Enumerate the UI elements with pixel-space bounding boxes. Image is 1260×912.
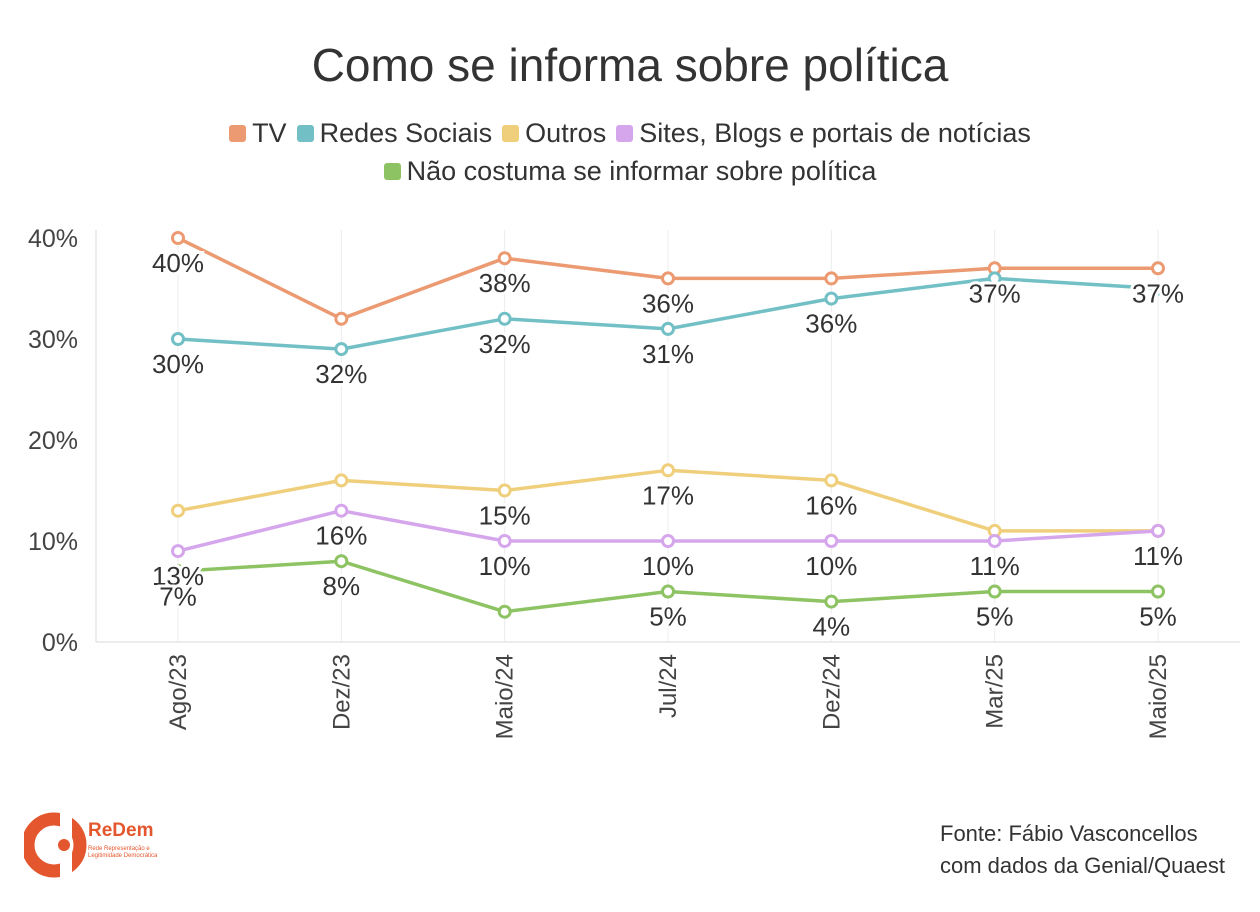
y-tick-label: 40% bbox=[28, 225, 78, 253]
legend-label-sites-blogs: Sites, Blogs e portais de notícias bbox=[639, 118, 1031, 148]
series-point-4 bbox=[334, 554, 349, 569]
data-label: 30% bbox=[152, 349, 204, 379]
data-label: 7% bbox=[159, 581, 197, 611]
x-tick-label: Ago/23 bbox=[165, 654, 192, 730]
legend-swatch-sites-blogs bbox=[616, 125, 634, 142]
series-point-3 bbox=[334, 503, 349, 518]
legend-second-row: Não costuma se informar sobre política bbox=[0, 156, 1260, 187]
legend-label-tv: TV bbox=[252, 118, 287, 148]
data-label: 10% bbox=[479, 551, 531, 581]
series-point-1 bbox=[661, 321, 675, 336]
data-label: 5% bbox=[976, 602, 1014, 632]
data-label: 38% bbox=[479, 268, 531, 298]
series-point-0 bbox=[171, 231, 185, 245]
data-label: 11% bbox=[970, 551, 1020, 581]
series-point-0 bbox=[497, 251, 512, 266]
data-label: 16% bbox=[315, 521, 367, 551]
data-label: 37% bbox=[1132, 278, 1184, 308]
legend-swatch-outros bbox=[502, 125, 520, 142]
source-line-1: Fonte: Fábio Vasconcellos bbox=[940, 821, 1198, 846]
legend-label-nao-costuma: Não costuma se informar sobre política bbox=[406, 156, 877, 186]
legend-item-nao-costuma[interactable]: Não costuma se informar sobre política bbox=[383, 156, 877, 187]
legend-item-outros[interactable]: Outros bbox=[502, 118, 606, 149]
series-point-2 bbox=[497, 483, 512, 498]
data-label: 10% bbox=[642, 551, 694, 581]
series-point-2 bbox=[661, 463, 675, 478]
x-tick-label: Mar/25 bbox=[982, 654, 1009, 729]
series-point-3 bbox=[824, 534, 839, 548]
series-point-3 bbox=[171, 544, 185, 559]
redem-logo-tagline: Rede Representação e Legitimidade Democr… bbox=[88, 846, 158, 859]
series-point-1 bbox=[824, 291, 839, 306]
series-point-3 bbox=[1151, 523, 1165, 538]
data-label: 36% bbox=[805, 309, 857, 339]
series-point-4 bbox=[987, 584, 1002, 599]
data-label: 13% bbox=[152, 561, 204, 591]
series-point-4 bbox=[824, 594, 839, 609]
data-label: 10% bbox=[805, 551, 857, 581]
legend-item-redes-sociais[interactable]: Redes Sociais bbox=[296, 118, 493, 149]
series-point-3 bbox=[987, 534, 1002, 548]
legend: TV Redes Sociais Outros Sites, Blogs e p… bbox=[0, 118, 1260, 149]
legend-item-sites-blogs[interactable]: Sites, Blogs e portais de notícias bbox=[616, 118, 1031, 149]
x-tick-label: Maio/25 bbox=[1145, 654, 1172, 739]
series-point-2 bbox=[824, 473, 839, 488]
x-tick-label: Maio/24 bbox=[492, 654, 519, 739]
series-point-2 bbox=[334, 473, 349, 488]
series-point-1 bbox=[987, 271, 1002, 286]
y-tick-label: 0% bbox=[42, 629, 78, 657]
series-point-3 bbox=[497, 534, 512, 548]
series-point-0 bbox=[824, 271, 839, 286]
data-label: 37% bbox=[969, 278, 1021, 308]
x-tick-label: Dez/23 bbox=[328, 654, 355, 730]
x-tick-label: Dez/24 bbox=[818, 654, 845, 730]
series-point-1 bbox=[1151, 281, 1165, 296]
series-point-1 bbox=[497, 311, 512, 326]
redem-logo: ReDem Rede Representação e Legitimidade … bbox=[21, 808, 184, 884]
chart-title: Como se informa sobre política bbox=[311, 39, 949, 91]
data-label: 31% bbox=[642, 339, 694, 369]
redem-logo-mark bbox=[21, 812, 87, 878]
data-label: 4% bbox=[813, 612, 851, 642]
x-tick-label: Jul/24 bbox=[655, 654, 682, 718]
series-point-2 bbox=[171, 503, 185, 518]
data-label: 16% bbox=[805, 490, 857, 520]
data-label: 5% bbox=[649, 602, 687, 632]
series-point-1 bbox=[334, 342, 349, 357]
series-point-0 bbox=[661, 271, 675, 286]
y-tick-label: 10% bbox=[28, 528, 78, 556]
legend-swatch-redes-sociais bbox=[296, 125, 314, 142]
data-label: 8% bbox=[323, 571, 361, 601]
redem-logo-name: ReDem bbox=[88, 820, 154, 841]
data-label: 15% bbox=[479, 501, 531, 531]
series-point-0 bbox=[334, 311, 349, 326]
series-point-0 bbox=[1151, 261, 1165, 276]
legend-item-tv[interactable]: TV bbox=[229, 118, 287, 149]
series-point-4 bbox=[171, 564, 185, 579]
legend-swatch-nao-costuma bbox=[383, 163, 401, 180]
y-tick-label: 20% bbox=[28, 427, 78, 455]
series-point-3 bbox=[661, 534, 675, 548]
legend-label-redes-sociais: Redes Sociais bbox=[319, 118, 493, 148]
data-label: 5% bbox=[1139, 602, 1177, 632]
data-label: 40% bbox=[152, 248, 204, 278]
data-label: 32% bbox=[315, 359, 367, 389]
y-tick-label: 30% bbox=[28, 326, 78, 354]
source-note: Fonte: Fábio Vasconcellos com dados da G… bbox=[940, 818, 1225, 882]
data-label: 17% bbox=[642, 480, 694, 510]
legend-swatch-tv bbox=[229, 125, 247, 142]
data-label: 11% bbox=[1133, 541, 1183, 571]
legend-label-outros: Outros bbox=[525, 118, 607, 148]
data-label: 36% bbox=[642, 288, 694, 318]
source-line-2: com dados da Genial/Quaest bbox=[940, 853, 1225, 878]
series-point-4 bbox=[497, 604, 512, 619]
series-point-4 bbox=[661, 584, 675, 599]
series-point-1 bbox=[171, 332, 185, 346]
series-point-4 bbox=[1151, 584, 1165, 599]
data-label: 32% bbox=[479, 329, 531, 359]
